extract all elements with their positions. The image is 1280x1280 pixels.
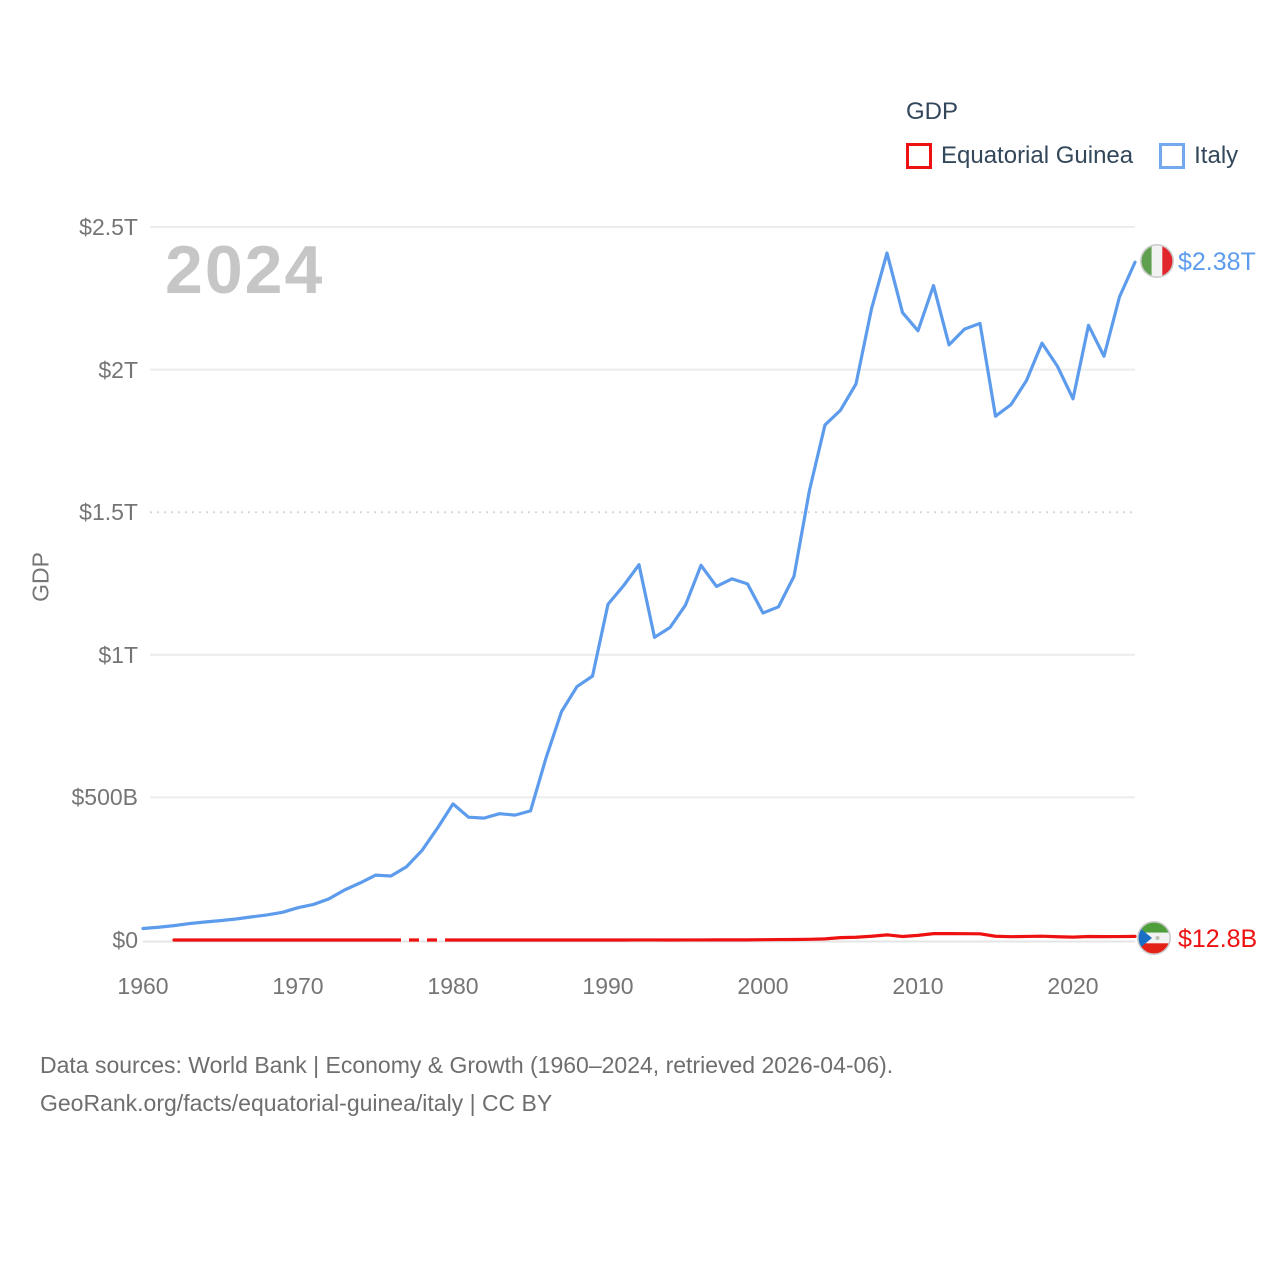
legend: GDP Equatorial Guinea Italy — [906, 98, 1238, 170]
italy-flag-icon — [1139, 243, 1175, 279]
equatorial-guinea-line — [451, 932, 1137, 942]
legend-item-label: Equatorial Guinea — [941, 142, 1134, 169]
y-tick-label: $1T — [98, 641, 138, 668]
legend-item-label: Italy — [1194, 142, 1239, 169]
x-tick-label: 1970 — [272, 973, 324, 999]
legend-items: Equatorial Guinea Italy — [906, 142, 1238, 170]
equatorial-guinea-end-value: $12.8B — [1178, 925, 1258, 953]
equatorial-guinea-flag-icon — [1136, 920, 1172, 956]
legend-title: GDP — [906, 98, 959, 125]
legend-item-equatorial-guinea[interactable]: Equatorial Guinea — [906, 142, 1133, 170]
x-tick-label: 2010 — [892, 973, 944, 999]
y-tick-label: $2T — [98, 356, 138, 383]
italy-swatch-icon — [1159, 143, 1186, 169]
equatorial-guinea-swatch-icon — [906, 143, 932, 169]
year-watermark: 2024 — [165, 232, 325, 308]
y-tick-label: $2.5T — [79, 214, 138, 240]
legend-item-italy[interactable]: Italy — [1159, 142, 1238, 170]
x-tick-label: 1990 — [582, 973, 634, 999]
x-tick-label: 1960 — [117, 973, 169, 999]
y-tick-label: $0 — [112, 927, 138, 953]
x-tick-label: 2020 — [1047, 973, 1099, 999]
y-tick-label: $500B — [71, 784, 138, 811]
y-tick-label: $1.5T — [79, 499, 138, 526]
footer-line-attribution: GeoRank.org/facts/equatorial-guinea/ital… — [40, 1090, 553, 1116]
x-tick-label: 2000 — [737, 973, 789, 999]
italy-line — [141, 251, 1137, 931]
footer-line-sources: Data sources: World Bank | Economy & Gro… — [40, 1052, 894, 1078]
italy-end-value: $2.38T — [1178, 248, 1256, 276]
data-source-footer: Data sources: World Bank | Economy & Gro… — [40, 1046, 893, 1122]
x-tick-label: 1980 — [427, 973, 479, 999]
